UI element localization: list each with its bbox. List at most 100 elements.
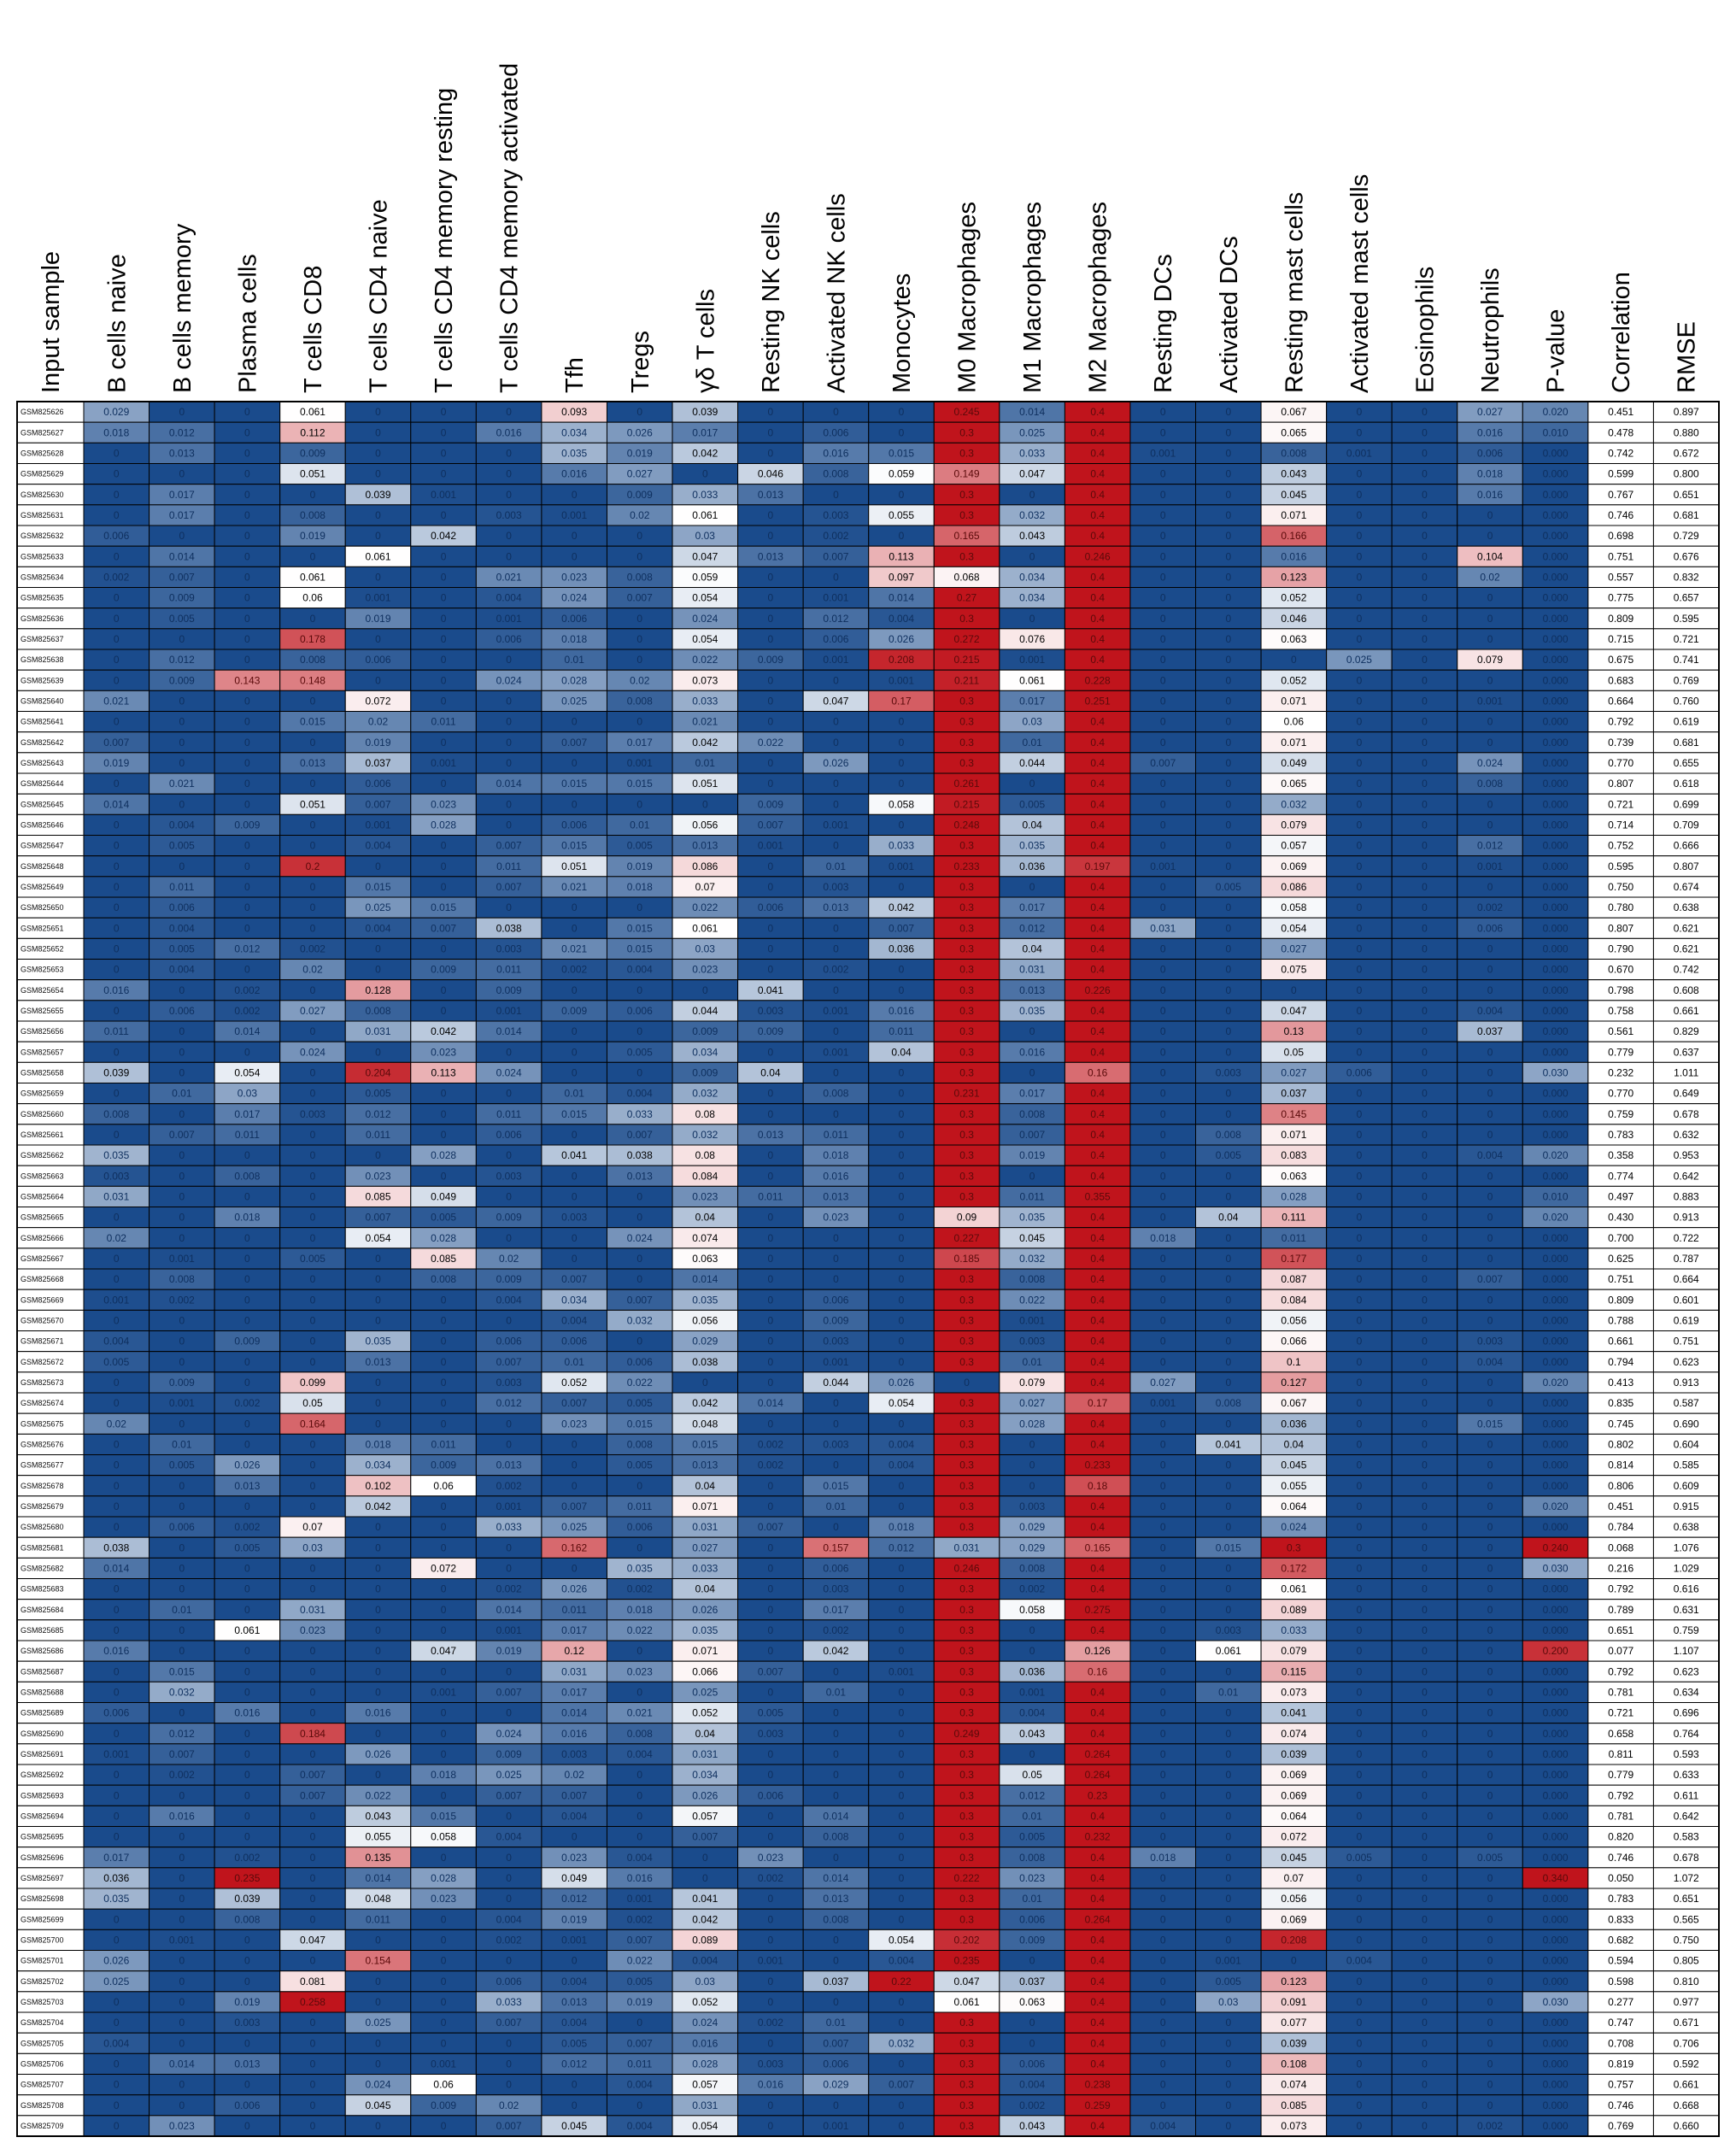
cell-value-label: 0.227: [954, 1232, 980, 1244]
cell-value-label: 0: [441, 426, 447, 438]
cell-value-label: 0: [899, 1728, 905, 1740]
cell-value-label: 0: [244, 1665, 250, 1677]
cell-value-label: 0: [179, 1893, 185, 1905]
cell-value-label: 0: [1291, 1955, 1297, 1967]
cell-value-label: 0: [375, 1562, 381, 1574]
cell-value-label: 0: [833, 1418, 839, 1430]
cell-value-label: 0.3: [959, 1294, 974, 1306]
cell-value-label: 0.3: [959, 2058, 974, 2070]
cell-value-label: 0.4: [1090, 1728, 1105, 1740]
stat-value-label: 0.601: [1674, 1294, 1699, 1306]
cell-value-label: 0.3: [959, 1707, 974, 1719]
cell-value-label: 0: [1225, 2037, 1231, 2049]
cell-value-label: 0.013: [758, 1129, 783, 1141]
cell-value-label: 0: [833, 1665, 839, 1677]
cell-value-label: 0.032: [627, 1314, 653, 1326]
cell-value-label: 0: [506, 1046, 512, 1058]
cell-value-label: 0.037: [823, 1976, 848, 1988]
cell-value-label: 0: [1422, 592, 1428, 604]
cell-value-label: 0.112: [300, 426, 325, 438]
stat-value-label: 0.696: [1674, 1707, 1699, 1719]
sample-id-cell: [16, 504, 85, 526]
cell-value-label: 0: [179, 1562, 185, 1574]
cell-value-label: 0: [1160, 489, 1166, 501]
cell-value-label: 0: [1422, 2017, 1428, 2029]
cell-value-label: 0.045: [561, 2120, 587, 2132]
stat-value-label: 0.232: [1608, 1066, 1633, 1078]
sample-id-label: GSM825700: [21, 1935, 64, 1944]
cell-value-label: 0.002: [758, 1438, 783, 1450]
heatmap-cell: [344, 649, 412, 671]
cell-value-label: 0: [899, 964, 905, 976]
cell-value-label: 0: [506, 1955, 512, 1967]
sample-id-label: GSM825680: [21, 1523, 64, 1531]
heatmap-cell: [410, 463, 477, 485]
column-header-9: Tregs: [627, 331, 654, 393]
cell-value-label: 0: [833, 778, 839, 790]
cell-value-label: 0.058: [889, 798, 914, 810]
cell-value-label: 0.3: [959, 716, 974, 728]
heatmap-cell: [149, 876, 215, 898]
cell-value-label: 0: [572, 550, 578, 562]
column-header-16: M2 Macrophages: [1085, 202, 1112, 393]
cell-value-label: 0: [572, 1438, 578, 1450]
cell-value-label: 0.018: [561, 633, 587, 645]
column-header-0: Input sample: [38, 251, 65, 393]
cell-value-label: 0: [1487, 1645, 1493, 1657]
cell-value-label: 0: [572, 1232, 578, 1244]
stat-value-label: 0.781: [1608, 1810, 1633, 1822]
cell-value-label: 0: [441, 1088, 447, 1100]
cell-value-label: 0.016: [234, 1707, 260, 1719]
cell-value-label: 0.4: [1090, 509, 1105, 521]
cell-value-label: 0.000: [1543, 1480, 1569, 1492]
stat-value-label: 0.678: [1674, 1108, 1699, 1120]
cell-value-label: 0.002: [234, 1005, 260, 1017]
cell-value-label: 0: [1422, 778, 1428, 790]
cell-value-label: 0: [114, 840, 120, 852]
cell-value-label: 0: [899, 881, 905, 893]
stat-value-label: 0.676: [1674, 550, 1699, 562]
cell-value-label: 0.006: [823, 1294, 848, 1306]
cell-value-label: 0: [1357, 984, 1363, 996]
cell-value-label: 0.038: [103, 1541, 129, 1553]
cell-value-label: 0.004: [1477, 1356, 1503, 1368]
heatmap-cell: [344, 711, 412, 733]
cell-value-label: 0.073: [1281, 1686, 1306, 1698]
cell-value-label: 0.009: [1019, 1934, 1045, 1946]
cell-value-label: 0: [1029, 2017, 1035, 2029]
cell-value-label: 0.02: [302, 964, 323, 976]
stat-value-label: 0.794: [1608, 1356, 1633, 1368]
heatmap-cell: [475, 484, 542, 506]
cell-value-label: 0: [1225, 695, 1231, 707]
heatmap-cell: [83, 793, 150, 815]
cell-value-label: 0: [441, 1789, 447, 1801]
cell-value-label: 0.061: [692, 922, 718, 934]
stat-value-label: 0.739: [1608, 737, 1633, 749]
cell-value-label: 0: [1160, 1418, 1166, 1430]
cell-value-label: 0: [833, 1273, 839, 1285]
cell-value-label: 0.226: [1085, 984, 1111, 996]
cell-value-label: 0: [114, 1604, 120, 1616]
cell-value-label: 0.025: [561, 695, 587, 707]
cell-value-label: 0.3: [959, 1418, 974, 1430]
cell-value-label: 0: [1029, 2037, 1035, 2049]
cell-value-label: 0: [375, 571, 381, 583]
cell-value-label: 0.024: [1281, 1521, 1306, 1533]
cell-value-label: 0: [833, 716, 839, 728]
cell-value-label: 0: [572, 2079, 578, 2091]
cell-value-label: 0.086: [1281, 881, 1306, 893]
cell-value-label: 0.023: [169, 2120, 195, 2132]
cell-value-label: 0.04: [760, 1066, 781, 1078]
cell-value-label: 0.2: [306, 860, 320, 872]
stat-value-label: 0.430: [1608, 1212, 1633, 1224]
stat-value-label: 0.623: [1674, 1356, 1699, 1368]
cell-value-label: 0.015: [889, 447, 914, 459]
stat-value-label: 0.751: [1608, 550, 1633, 562]
cell-value-label: 0: [1422, 819, 1428, 831]
heatmap-cell: [933, 504, 1000, 526]
heatmap-cell: [999, 731, 1065, 754]
stat-cell: [1587, 917, 1654, 939]
cell-value-label: 0.004: [627, 964, 653, 976]
cell-value-label: 0.042: [692, 737, 718, 749]
cell-value-label: 0: [1357, 1438, 1363, 1450]
